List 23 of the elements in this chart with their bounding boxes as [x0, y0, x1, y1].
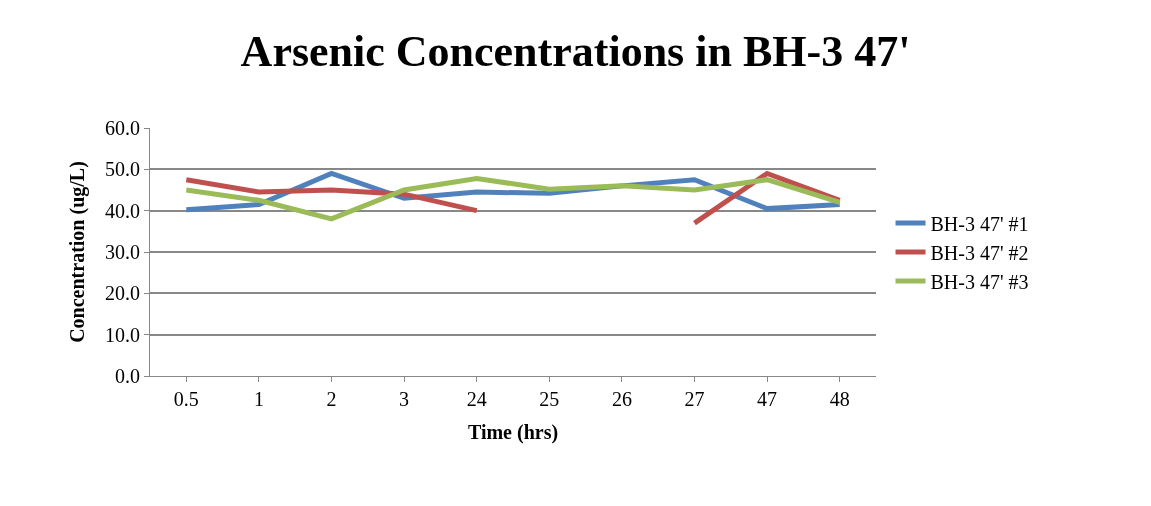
- x-tick-label: 25: [539, 388, 560, 410]
- y-tick-label: 50.0: [105, 158, 140, 181]
- y-tick-label: 30.0: [105, 241, 140, 263]
- chart-title: Arsenic Concentrations in BH-3 47': [240, 27, 911, 77]
- y-tick-label: 0.0: [115, 365, 140, 387]
- y-tick-label: 20.0: [105, 282, 140, 305]
- y-axis-title: Concentration (ug/L): [65, 161, 89, 343]
- x-tick-label: 27: [684, 388, 705, 410]
- x-tick-label: 0.5: [173, 388, 199, 410]
- x-tick-label: 26: [611, 388, 632, 410]
- x-tick-label: 24: [466, 388, 487, 410]
- y-tick-label: 10.0: [105, 323, 140, 346]
- x-tick-label: 3: [399, 388, 410, 410]
- x-axis-title: Time (hrs): [467, 420, 559, 444]
- x-tick-label: 48: [829, 388, 850, 410]
- x-tick-label: 2: [326, 388, 337, 410]
- legend-label: BH-3 47' #2: [930, 241, 1029, 264]
- x-tick-label: 1: [253, 388, 264, 410]
- x-tick-label: 47: [757, 388, 778, 410]
- y-tick-label: 60.0: [105, 117, 140, 139]
- legend-label: BH-3 47' #1: [930, 212, 1029, 235]
- y-tick-label: 40.0: [105, 199, 140, 222]
- legend-label: BH-3 47' #3: [930, 270, 1029, 293]
